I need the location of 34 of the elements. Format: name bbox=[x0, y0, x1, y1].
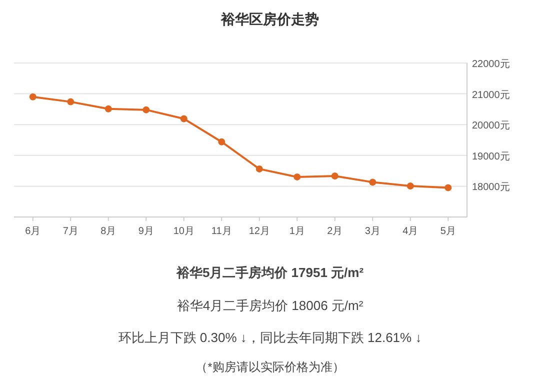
x-tick-label: 2月 bbox=[327, 226, 343, 237]
y-tick-label: 20000元 bbox=[472, 120, 510, 132]
x-tick-label: 7月 bbox=[62, 226, 78, 237]
point bbox=[406, 182, 414, 190]
x-tick-label: 10月 bbox=[173, 226, 194, 237]
point bbox=[444, 184, 452, 192]
point bbox=[142, 106, 150, 114]
point bbox=[331, 172, 338, 180]
x-tick-label: 8月 bbox=[100, 226, 116, 237]
text: 环比上月下跌 0.30% ↓，同比去年同期下跌 12.61% ↓ bbox=[118, 330, 422, 345]
point bbox=[256, 165, 263, 172]
point bbox=[218, 138, 226, 146]
x-tick-label: 3月 bbox=[364, 226, 380, 237]
text: 裕华4月二手房均价 18006 元/m² bbox=[176, 298, 364, 313]
text: （*购房请以实际价格为准） bbox=[196, 360, 344, 374]
x-tick-label: 12月 bbox=[248, 226, 270, 237]
x-tick-label: 11月 bbox=[211, 226, 232, 237]
y-tick-label: 18000元 bbox=[472, 182, 510, 194]
x-tick-label: 1月 bbox=[289, 226, 305, 237]
point bbox=[29, 93, 36, 100]
y-tick-label: 21000元 bbox=[472, 90, 510, 101]
point bbox=[67, 98, 74, 106]
point bbox=[369, 178, 376, 186]
text: 裕华5月二手房均价 17951 元/m² bbox=[175, 265, 364, 280]
point bbox=[180, 115, 188, 122]
x-tick-label: 9月 bbox=[138, 226, 154, 237]
chart-title: 裕华区房价走势 bbox=[220, 11, 319, 27]
point bbox=[104, 105, 112, 112]
x-tick-label: 6月 bbox=[25, 226, 41, 237]
x-tick-label: 5月 bbox=[440, 226, 456, 237]
x-tick-label: 4月 bbox=[402, 226, 418, 237]
y-tick-label: 19000元 bbox=[472, 151, 510, 162]
y-tick-label: 22000元 bbox=[472, 59, 510, 70]
point bbox=[294, 173, 301, 180]
